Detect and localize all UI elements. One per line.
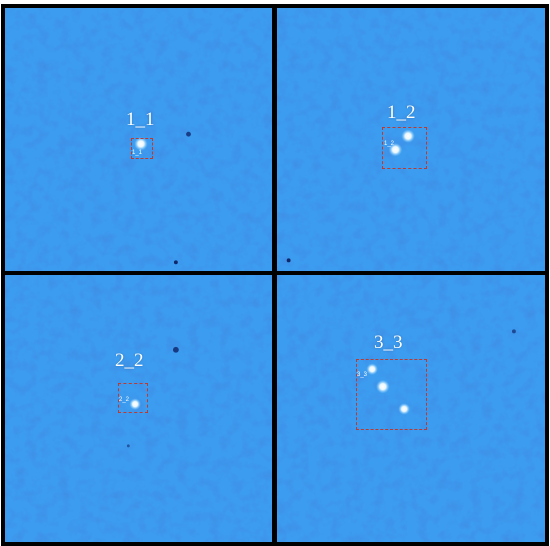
source-blob	[366, 363, 378, 376]
source-blob	[376, 379, 390, 394]
panel-1-2: 1_2 1_2	[273, 4, 549, 275]
source-blob	[398, 403, 411, 415]
panel-2-2: 2_2 2_2	[1, 271, 276, 546]
noise-spot	[173, 260, 178, 265]
panel-label: 2_2	[115, 350, 144, 371]
noise-spot	[511, 329, 516, 334]
detection-box	[131, 138, 153, 159]
detection-box	[118, 383, 148, 413]
detection-box	[356, 359, 427, 430]
box-tag: 1_1	[132, 150, 143, 156]
detection-box	[382, 127, 427, 169]
noise-spot	[126, 444, 130, 448]
panel-label: 1_2	[387, 102, 416, 123]
panel-3-3: 3_3 3_3	[273, 271, 549, 546]
noise-spot	[286, 258, 291, 263]
source-blob	[134, 137, 148, 151]
noise-spot	[172, 346, 179, 353]
box-tag: 3_3	[357, 372, 368, 378]
panel-1-1: 1_1 1_1	[1, 4, 276, 275]
box-tag: 1_2	[384, 141, 395, 147]
noise-background	[5, 275, 272, 542]
source-blob	[388, 142, 403, 157]
panel-label: 3_3	[374, 332, 403, 353]
source-blob	[401, 129, 415, 143]
panel-label: 1_1	[126, 109, 155, 130]
box-tag: 2_2	[119, 397, 130, 403]
noise-background	[277, 275, 545, 542]
source-blob	[129, 398, 141, 410]
noise-background	[5, 8, 272, 271]
noise-background	[277, 8, 545, 271]
noise-spot	[186, 131, 191, 137]
